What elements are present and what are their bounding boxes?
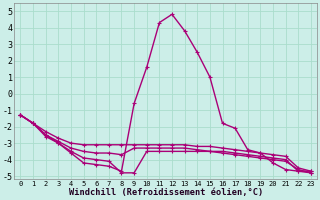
X-axis label: Windchill (Refroidissement éolien,°C): Windchill (Refroidissement éolien,°C) <box>68 188 263 197</box>
